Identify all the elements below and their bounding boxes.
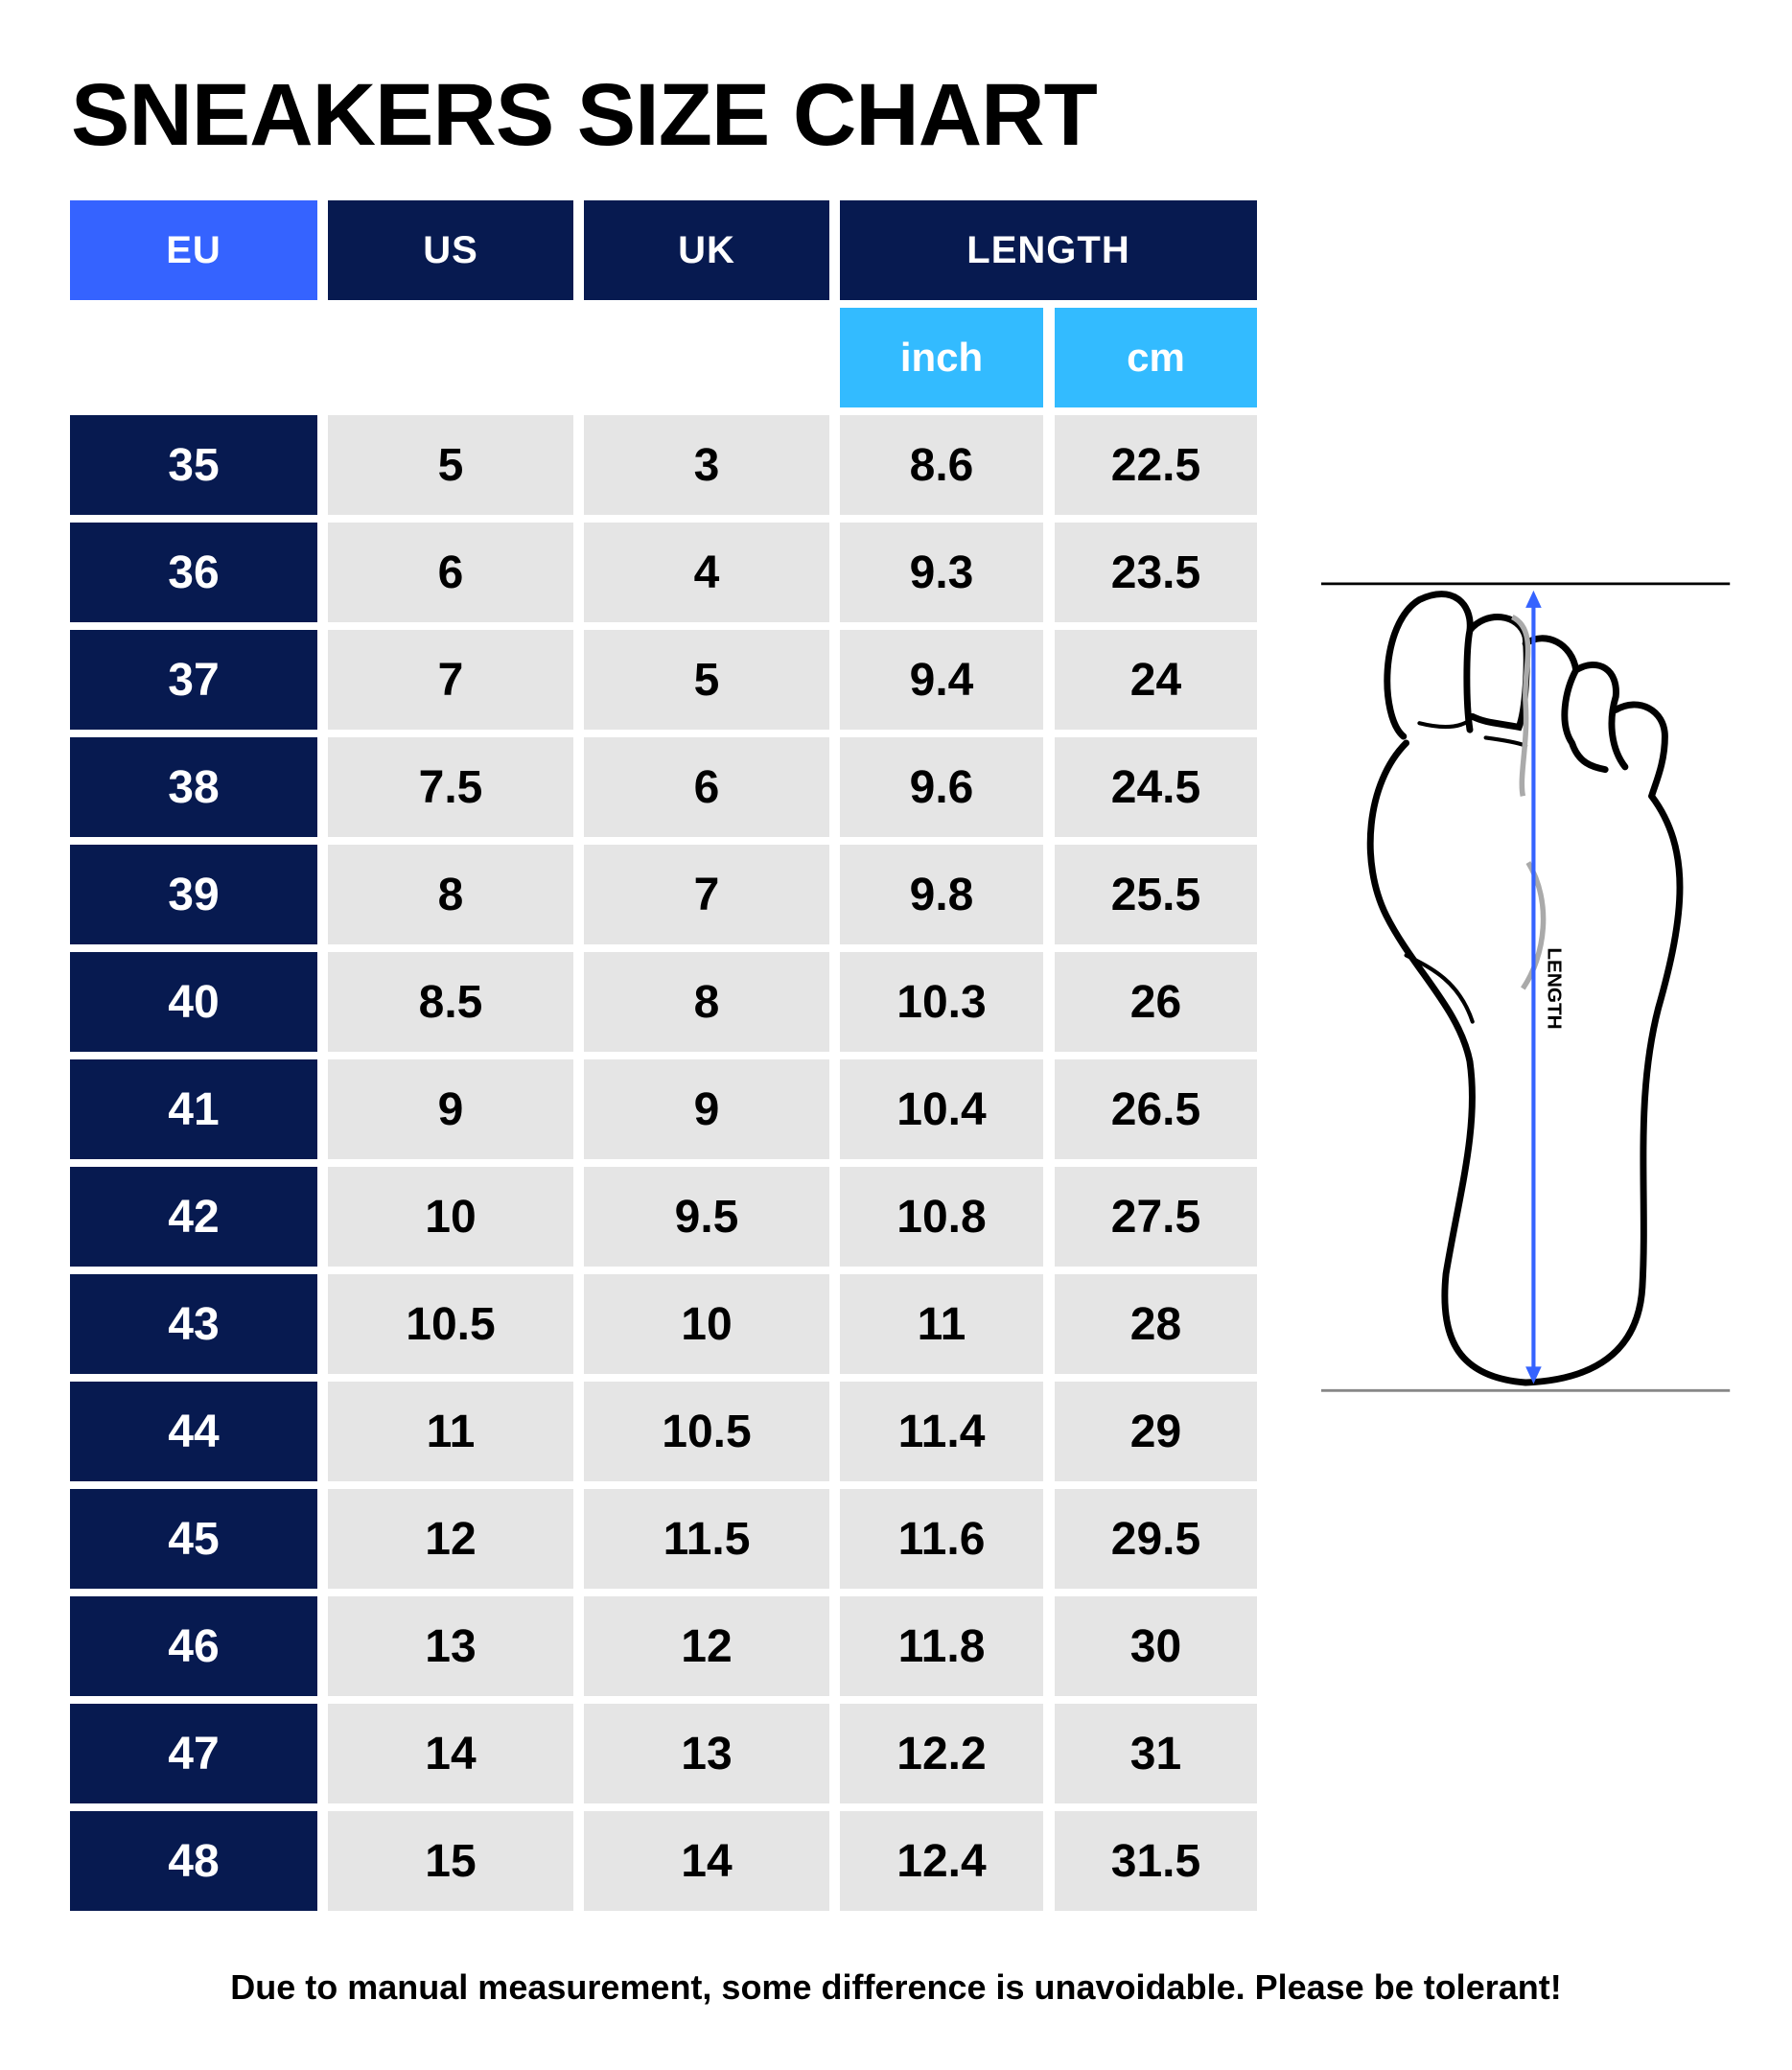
table-cell-uk: 9.5 (584, 1167, 829, 1267)
table-cell-eu: 40 (70, 952, 317, 1052)
table-cell-cm: 29 (1055, 1382, 1257, 1481)
table-cell-uk: 6 (584, 737, 829, 837)
foot-length-diagram: LENGTH (1321, 582, 1731, 1392)
foot-shading-icon (1510, 615, 1547, 990)
table-cell-uk: 4 (584, 523, 829, 622)
table-cell-eu: 36 (70, 523, 317, 622)
table-cell-inch: 10.3 (840, 952, 1043, 1052)
table-cell-inch: 10.8 (840, 1167, 1043, 1267)
table-cell-inch: 9.4 (840, 630, 1043, 730)
table-cell-cm: 31 (1055, 1704, 1257, 1803)
table-cell-cm: 26 (1055, 952, 1257, 1052)
table-cell-eu: 35 (70, 415, 317, 515)
table-cell-eu: 48 (70, 1811, 317, 1911)
table-cell-inch: 11.6 (840, 1489, 1043, 1589)
table-cell-inch: 12.4 (840, 1811, 1043, 1911)
table-cell-inch: 8.6 (840, 415, 1043, 515)
table-cell-eu: 43 (70, 1274, 317, 1374)
table-cell-us: 9 (328, 1059, 573, 1159)
subheader-inch: inch (840, 308, 1043, 407)
disclaimer-text: Due to manual measurement, some differen… (230, 1967, 1562, 2007)
table-cell-cm: 24.5 (1055, 737, 1257, 837)
table-cell-inch: 11 (840, 1274, 1043, 1374)
table-cell-cm: 30 (1055, 1596, 1257, 1696)
table-cell-eu: 38 (70, 737, 317, 837)
table-cell-us: 14 (328, 1704, 573, 1803)
table-cell-uk: 5 (584, 630, 829, 730)
table-cell-eu: 37 (70, 630, 317, 730)
table-cell-cm: 25.5 (1055, 845, 1257, 944)
page-title: SNEAKERS SIZE CHART (71, 66, 1098, 164)
table-cell-us: 10.5 (328, 1274, 573, 1374)
arrow-down-icon (1525, 1366, 1542, 1384)
table-cell-us: 8.5 (328, 952, 573, 1052)
table-cell-eu: 47 (70, 1704, 317, 1803)
table-cell-uk: 3 (584, 415, 829, 515)
table-cell-uk: 14 (584, 1811, 829, 1911)
table-cell-eu: 42 (70, 1167, 317, 1267)
table-cell-eu: 39 (70, 845, 317, 944)
header-length: LENGTH (840, 200, 1257, 300)
table-cell-us: 7 (328, 630, 573, 730)
header-eu: EU (70, 200, 317, 300)
table-cell-uk: 13 (584, 1704, 829, 1803)
table-cell-us: 10 (328, 1167, 573, 1267)
table-cell-us: 5 (328, 415, 573, 515)
table-cell-cm: 29.5 (1055, 1489, 1257, 1589)
table-cell-inch: 10.4 (840, 1059, 1043, 1159)
table-cell-us: 13 (328, 1596, 573, 1696)
table-cell-us: 8 (328, 845, 573, 944)
table-cell-uk: 10.5 (584, 1382, 829, 1481)
table-cell-inch: 11.4 (840, 1382, 1043, 1481)
table-cell-inch: 11.8 (840, 1596, 1043, 1696)
arrow-up-icon (1525, 590, 1542, 608)
table-cell-cm: 28 (1055, 1274, 1257, 1374)
table-cell-inch: 9.3 (840, 523, 1043, 622)
table-cell-cm: 26.5 (1055, 1059, 1257, 1159)
header-us: US (328, 200, 573, 300)
table-cell-uk: 10 (584, 1274, 829, 1374)
table-cell-uk: 12 (584, 1596, 829, 1696)
table-cell-cm: 27.5 (1055, 1167, 1257, 1267)
table-cell-inch: 12.2 (840, 1704, 1043, 1803)
table-cell-uk: 9 (584, 1059, 829, 1159)
table-cell-us: 12 (328, 1489, 573, 1589)
table-cell-eu: 46 (70, 1596, 317, 1696)
table-cell-eu: 44 (70, 1382, 317, 1481)
header-uk: UK (584, 200, 829, 300)
table-cell-cm: 24 (1055, 630, 1257, 730)
table-cell-us: 7.5 (328, 737, 573, 837)
table-cell-inch: 9.6 (840, 737, 1043, 837)
table-cell-eu: 45 (70, 1489, 317, 1589)
table-cell-cm: 31.5 (1055, 1811, 1257, 1911)
table-cell-uk: 11.5 (584, 1489, 829, 1589)
table-cell-eu: 41 (70, 1059, 317, 1159)
table-cell-us: 15 (328, 1811, 573, 1911)
table-cell-us: 11 (328, 1382, 573, 1481)
table-cell-uk: 8 (584, 952, 829, 1052)
table-cell-uk: 7 (584, 845, 829, 944)
table-cell-inch: 9.8 (840, 845, 1043, 944)
table-cell-cm: 23.5 (1055, 523, 1257, 622)
subheader-cm: cm (1055, 308, 1257, 407)
table-cell-us: 6 (328, 523, 573, 622)
table-cell-cm: 22.5 (1055, 415, 1257, 515)
length-diagram-label: LENGTH (1544, 947, 1566, 1029)
foot-outline-icon (1366, 591, 1684, 1386)
